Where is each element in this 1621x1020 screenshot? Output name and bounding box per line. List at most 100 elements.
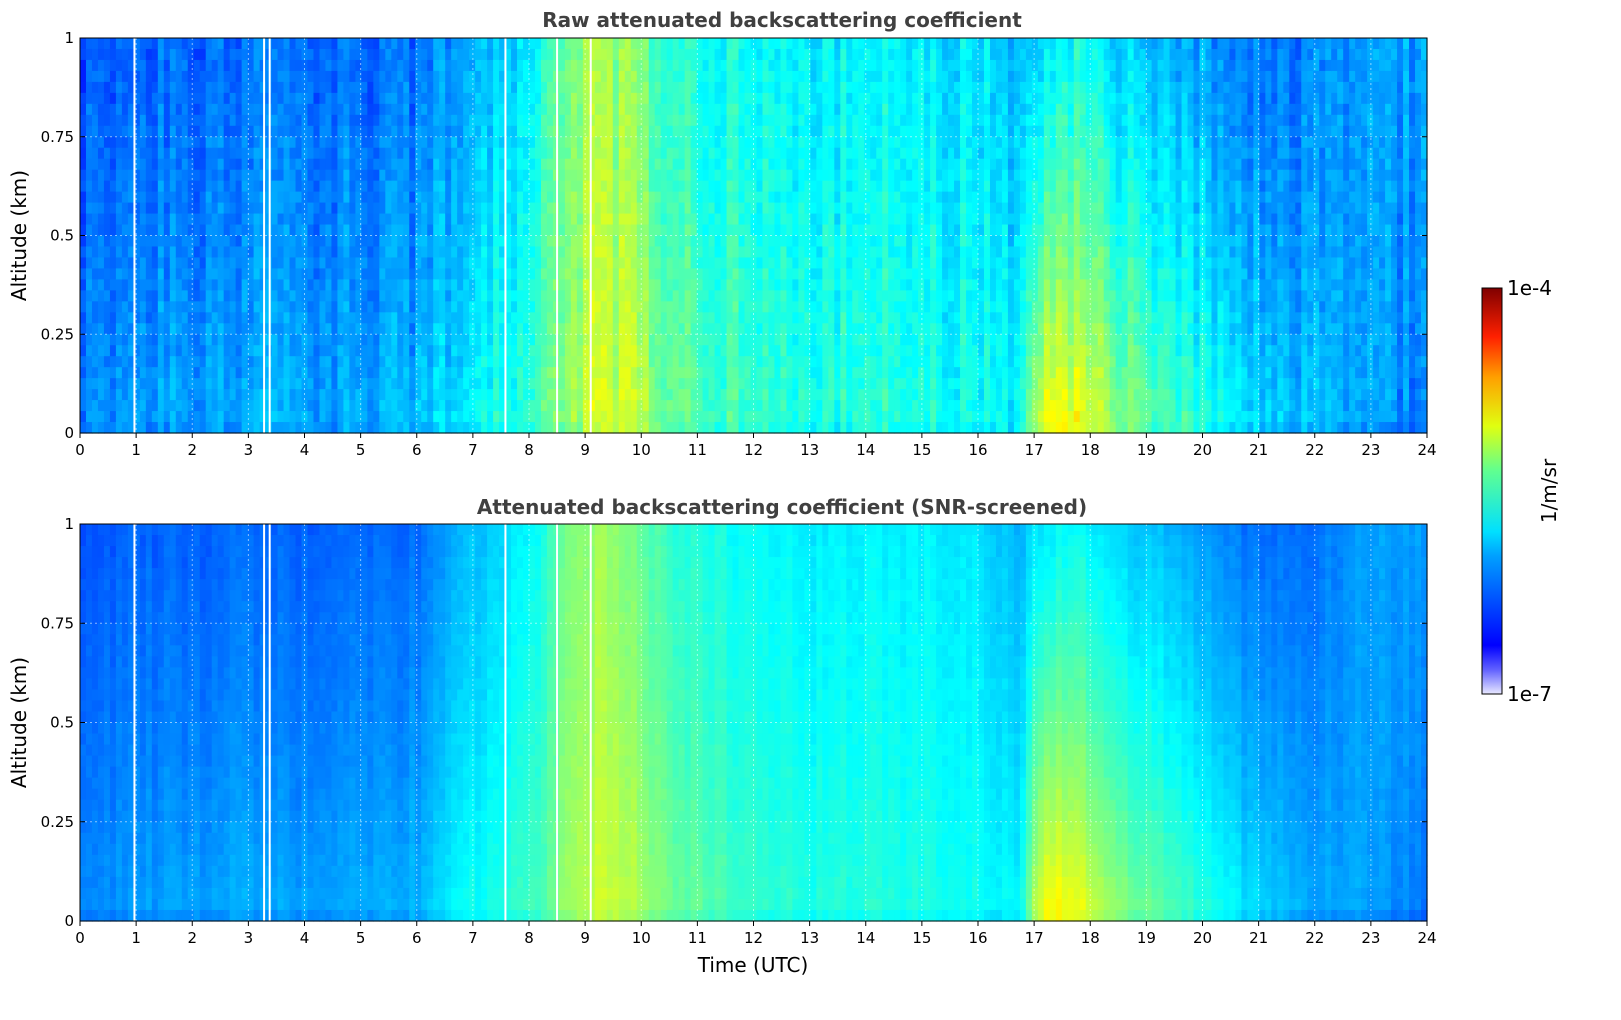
heatmap-cell bbox=[672, 191, 680, 204]
heatmap-cell bbox=[786, 92, 794, 105]
heatmap-cell bbox=[145, 70, 153, 83]
heatmap-cell bbox=[534, 389, 542, 401]
heatmap-cell bbox=[894, 70, 901, 83]
heatmap-cell bbox=[421, 147, 428, 160]
heatmap-cell bbox=[373, 345, 380, 357]
heatmap-cell bbox=[115, 125, 123, 138]
heatmap-cell bbox=[744, 125, 752, 138]
heatmap-cell bbox=[564, 422, 572, 434]
heatmap-cell bbox=[457, 103, 464, 116]
heatmap-cell bbox=[277, 400, 285, 412]
heatmap-cell bbox=[379, 191, 386, 204]
heatmap-cell bbox=[319, 411, 327, 423]
heatmap-cell bbox=[840, 224, 847, 237]
heatmap-cell bbox=[696, 48, 704, 61]
heatmap-cell bbox=[289, 224, 297, 237]
heatmap-cell bbox=[780, 147, 788, 160]
heatmap-cell bbox=[822, 312, 829, 324]
heatmap-cell bbox=[445, 268, 452, 280]
heatmap-cell bbox=[684, 257, 692, 270]
heatmap-cell bbox=[493, 389, 500, 401]
heatmap-cell bbox=[463, 48, 470, 61]
heatmap-cell bbox=[618, 323, 626, 335]
heatmap-cell bbox=[672, 70, 680, 83]
heatmap-cell bbox=[864, 279, 871, 291]
heatmap-cell bbox=[690, 48, 698, 61]
heatmap-cell bbox=[594, 147, 602, 160]
heatmap-cell bbox=[810, 125, 817, 138]
heatmap-cell bbox=[271, 92, 279, 105]
heatmap-cell bbox=[193, 257, 201, 270]
heatmap-cell bbox=[223, 268, 231, 280]
heatmap-cell bbox=[654, 59, 662, 72]
heatmap-cell bbox=[511, 224, 518, 237]
heatmap-cell bbox=[726, 323, 734, 335]
heatmap-cell bbox=[355, 389, 362, 401]
heatmap-cell bbox=[696, 246, 704, 259]
heatmap-cell bbox=[529, 378, 536, 390]
heatmap-cell bbox=[307, 323, 315, 335]
heatmap-cell bbox=[133, 114, 141, 127]
heatmap-cell bbox=[379, 92, 386, 105]
heatmap-cell bbox=[888, 92, 895, 105]
heatmap-cell bbox=[690, 180, 698, 193]
heatmap-cell bbox=[157, 114, 165, 127]
heatmap-cell bbox=[307, 158, 315, 171]
heatmap-cell bbox=[726, 103, 734, 116]
heatmap-cell bbox=[540, 378, 548, 390]
heatmap-cell bbox=[181, 422, 189, 434]
heatmap-cell bbox=[726, 180, 734, 193]
heatmap-cell bbox=[840, 246, 847, 259]
heatmap-cell bbox=[810, 290, 817, 302]
heatmap-cell bbox=[642, 125, 650, 138]
heatmap-cell bbox=[415, 367, 422, 379]
heatmap-cell bbox=[289, 213, 297, 226]
heatmap-cell bbox=[816, 92, 823, 105]
heatmap-cell bbox=[618, 136, 626, 149]
heatmap-cell bbox=[846, 323, 853, 335]
heatmap-cell bbox=[439, 38, 446, 50]
heatmap-cell bbox=[798, 301, 805, 313]
heatmap-cell bbox=[702, 224, 710, 237]
heatmap-cell bbox=[337, 103, 345, 116]
heatmap-cell bbox=[385, 224, 392, 237]
heatmap-cell bbox=[576, 323, 584, 335]
heatmap-cell bbox=[816, 268, 823, 280]
heatmap-cell bbox=[517, 70, 524, 83]
heatmap-cell bbox=[858, 103, 865, 116]
heatmap-cell bbox=[217, 38, 225, 50]
heatmap-cell bbox=[546, 235, 554, 248]
heatmap-cell bbox=[654, 81, 662, 94]
heatmap-cell bbox=[792, 334, 799, 346]
heatmap-cell bbox=[624, 213, 632, 226]
heatmap-cell bbox=[403, 290, 410, 302]
heatmap-cell bbox=[690, 114, 698, 127]
heatmap-cell bbox=[253, 389, 261, 401]
heatmap-cell bbox=[864, 213, 871, 226]
heatmap-cell bbox=[511, 114, 518, 127]
heatmap-cell bbox=[834, 202, 841, 215]
heatmap-cell bbox=[840, 92, 847, 105]
heatmap-cell bbox=[409, 246, 416, 259]
heatmap-cell bbox=[139, 92, 147, 105]
heatmap-cell bbox=[463, 345, 470, 357]
heatmap-cell bbox=[648, 356, 656, 368]
heatmap-cell bbox=[564, 92, 572, 105]
heatmap-cell bbox=[391, 422, 398, 434]
heatmap-cell bbox=[594, 389, 602, 401]
heatmap-cell bbox=[523, 378, 530, 390]
heatmap-cell bbox=[822, 422, 829, 434]
heatmap-cell bbox=[139, 301, 147, 313]
heatmap-cell bbox=[80, 169, 87, 182]
heatmap-cell bbox=[139, 48, 147, 61]
heatmap-cell bbox=[463, 422, 470, 434]
heatmap-cell bbox=[91, 136, 99, 149]
heatmap-cell bbox=[277, 125, 285, 138]
heatmap-cell bbox=[738, 213, 746, 226]
heatmap-cell bbox=[870, 213, 877, 226]
heatmap-cell bbox=[415, 59, 422, 72]
heatmap-cell bbox=[786, 158, 794, 171]
heatmap-cell bbox=[109, 103, 117, 116]
heatmap-cell bbox=[762, 367, 770, 379]
heatmap-cell bbox=[169, 48, 177, 61]
